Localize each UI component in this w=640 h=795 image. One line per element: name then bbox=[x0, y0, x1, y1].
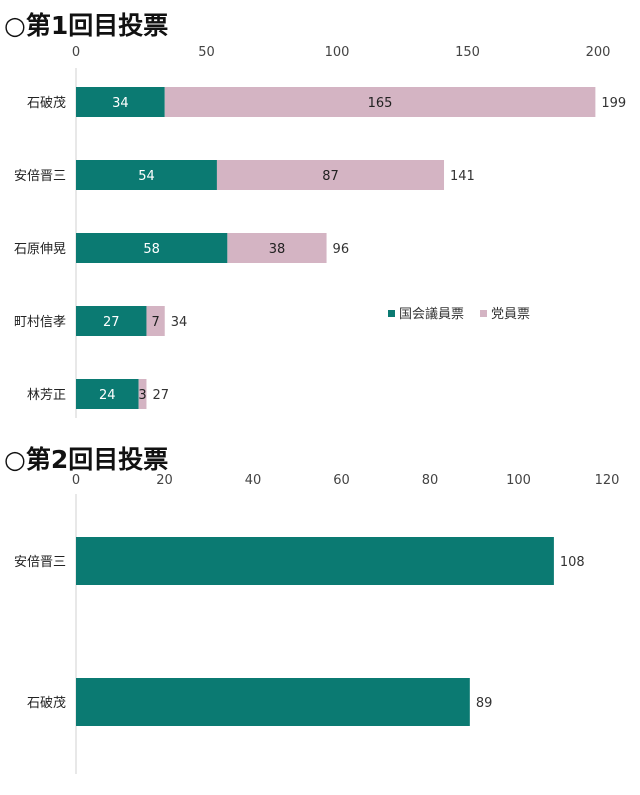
bar-segment bbox=[76, 160, 217, 190]
bar-segment bbox=[76, 233, 228, 263]
legend-label: 党員票 bbox=[491, 307, 530, 322]
bar-value-label: 58 bbox=[143, 242, 160, 257]
legend-swatch bbox=[388, 310, 395, 317]
x-tick-label: 100 bbox=[325, 45, 350, 60]
legend-swatch bbox=[480, 310, 487, 317]
bar-total-label: 27 bbox=[152, 388, 169, 403]
x-tick-label: 100 bbox=[506, 473, 531, 488]
bar-total-label: 96 bbox=[333, 242, 350, 257]
category-label: 安倍晋三 bbox=[14, 169, 66, 184]
category-label: 林芳正 bbox=[27, 388, 66, 403]
bar-total-label: 141 bbox=[450, 169, 475, 184]
category-label: 町村信孝 bbox=[14, 315, 66, 330]
bar-total-label: 108 bbox=[560, 555, 585, 570]
x-tick-label: 120 bbox=[595, 473, 620, 488]
x-tick-label: 200 bbox=[586, 45, 611, 60]
second-vote-chart: 0 20 40 60 80 100 120 安倍晋三 108 石破茂 89 bbox=[14, 473, 620, 774]
bar-segment bbox=[76, 379, 139, 409]
bar-segment bbox=[146, 306, 165, 336]
bar-value-label: 24 bbox=[99, 388, 116, 403]
bar-value-label: 165 bbox=[368, 96, 393, 111]
bar-value-label: 27 bbox=[103, 315, 120, 330]
category-label: 石破茂 bbox=[27, 696, 66, 711]
x-tick-label: 0 bbox=[72, 45, 80, 60]
bar-total-label: 34 bbox=[171, 315, 188, 330]
chart-1-title: ○第1回目投票 bbox=[4, 11, 169, 40]
bar-segment bbox=[76, 537, 554, 585]
bar-value-label: 3 bbox=[138, 388, 146, 403]
bar-segment bbox=[76, 678, 470, 726]
bar-segment bbox=[76, 306, 147, 336]
category-label: 石原伸晃 bbox=[14, 242, 66, 257]
bar-value-label: 54 bbox=[138, 169, 155, 184]
x-tick-label: 20 bbox=[156, 473, 173, 488]
bar-segment bbox=[164, 87, 596, 117]
bar-value-label: 38 bbox=[269, 242, 286, 257]
chart-2-title: ○第2回目投票 bbox=[4, 445, 169, 474]
bar-segment bbox=[227, 233, 327, 263]
bar-segment bbox=[76, 87, 165, 117]
x-tick-label: 50 bbox=[198, 45, 215, 60]
bar-segment bbox=[138, 379, 147, 409]
x-tick-label: 40 bbox=[245, 473, 262, 488]
x-tick-label: 80 bbox=[422, 473, 439, 488]
x-tick-label: 150 bbox=[455, 45, 480, 60]
bar-total-label: 199 bbox=[601, 96, 626, 111]
legend-label: 国会議員票 bbox=[399, 307, 464, 322]
x-tick-label: 60 bbox=[333, 473, 350, 488]
category-label: 安倍晋三 bbox=[14, 555, 66, 570]
category-label: 石破茂 bbox=[27, 96, 66, 111]
bar-value-label: 7 bbox=[151, 315, 159, 330]
first-vote-chart: 0 50 100 150 200 石破茂 34 165 199 安倍晋三 54 87 141 石原伸晃 58… bbox=[14, 45, 626, 418]
x-tick-label: 0 bbox=[72, 473, 80, 488]
bar-total-label: 89 bbox=[476, 696, 493, 711]
bar-value-label: 34 bbox=[112, 96, 129, 111]
bar-value-label: 87 bbox=[322, 169, 339, 184]
bar-segment bbox=[216, 160, 445, 190]
